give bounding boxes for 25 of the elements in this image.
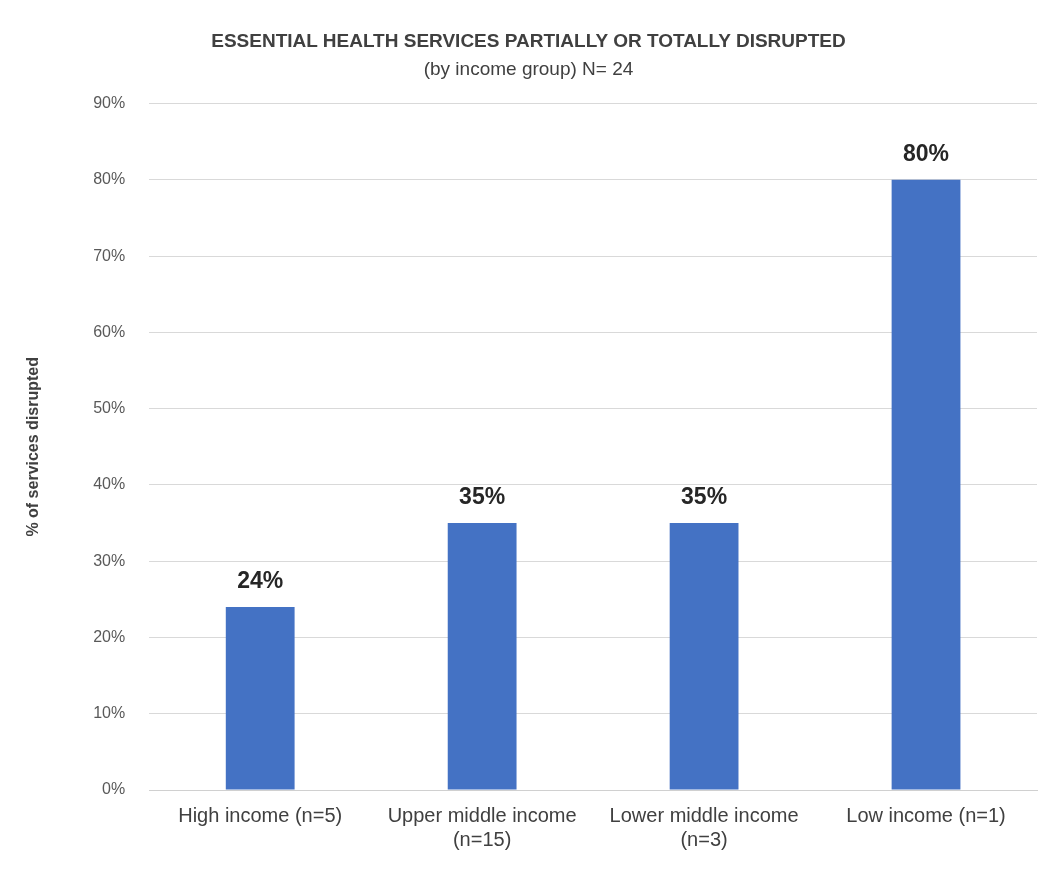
chart-title: ESSENTIAL HEALTH SERVICES PARTIALLY OR TOTALLY DISRUPTED bbox=[211, 29, 846, 51]
x-tick-label: Lower middle income (n=3) bbox=[609, 803, 799, 850]
y-tick-label: 40% bbox=[93, 475, 126, 493]
bar bbox=[447, 523, 517, 790]
y-tick-label: 0% bbox=[102, 780, 126, 798]
bar bbox=[225, 606, 295, 790]
y-tick-label: 50% bbox=[93, 399, 126, 417]
data-label: 35% bbox=[681, 482, 728, 509]
y-tick-label: 20% bbox=[93, 627, 126, 645]
chart-subtitle: (by income group) N= 24 bbox=[423, 58, 634, 80]
data-label: 80% bbox=[903, 139, 950, 166]
y-tick-label: 80% bbox=[93, 170, 126, 188]
y-axis-title: % of services disrupted bbox=[24, 356, 42, 537]
y-tick-label: 10% bbox=[93, 704, 126, 722]
y-tick-label: 60% bbox=[93, 322, 126, 340]
data-label: 24% bbox=[237, 566, 284, 593]
bar bbox=[669, 523, 739, 790]
y-tick-label: 70% bbox=[93, 246, 126, 264]
data-label: 35% bbox=[459, 482, 506, 509]
x-tick-label: High income (n=5) bbox=[178, 803, 343, 826]
y-tick-label: 30% bbox=[93, 551, 126, 569]
y-tick-label: 90% bbox=[93, 94, 126, 112]
x-tick-label: Upper middle income (n=15) bbox=[387, 803, 577, 850]
x-tick-label: Low income (n=1) bbox=[846, 803, 1006, 826]
bar bbox=[891, 179, 961, 790]
